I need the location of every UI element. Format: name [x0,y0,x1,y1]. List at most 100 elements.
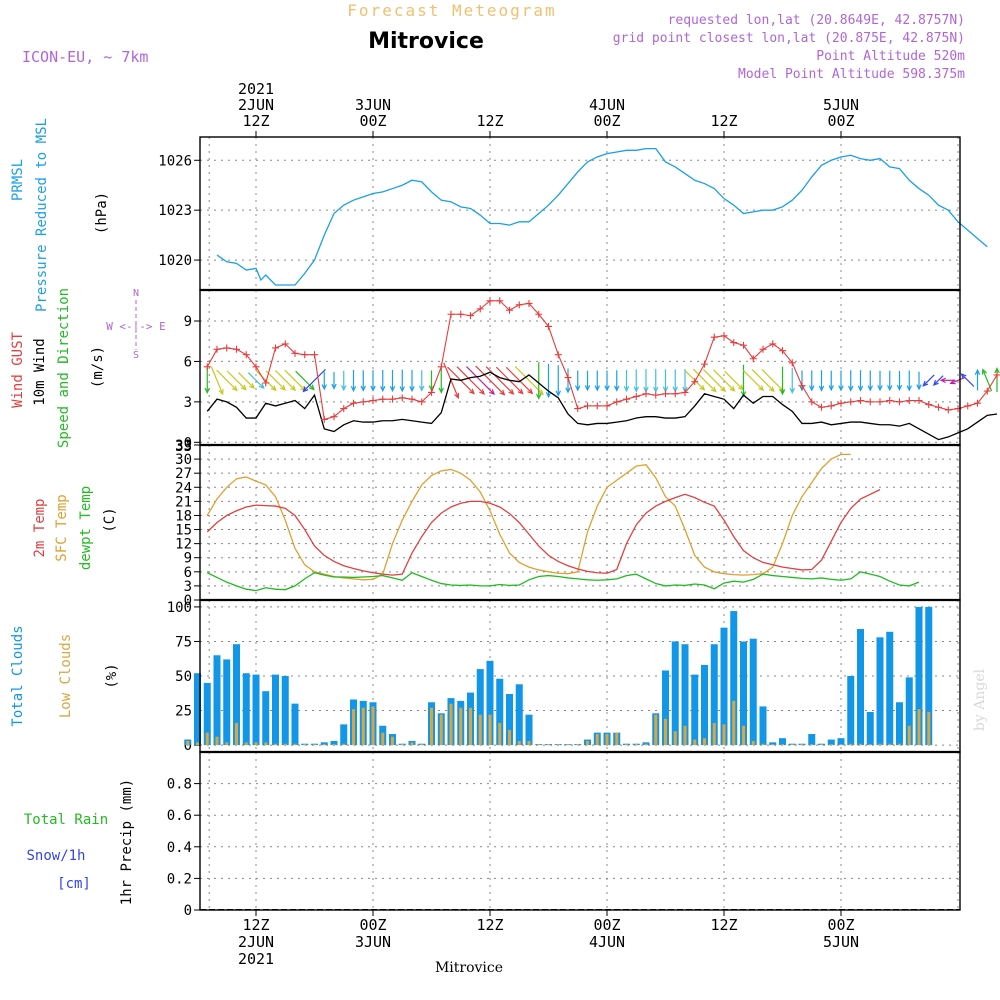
wind-arrow-head [710,386,717,393]
low-cloud-bar [859,743,862,746]
wind-arrow-head [916,384,922,391]
wind-arrow [818,370,825,392]
total-cloud-bar [671,641,679,746]
rain-label: Total Rain [24,812,108,828]
y-tick-label: 0.2 [167,871,192,887]
low-cloud-bar [673,731,677,746]
watermark: by Angel [972,668,988,731]
low-cloud-bar [849,743,853,746]
total-cloud-bar [779,738,786,746]
model-altitude: Model Point Altitude 598.375m [738,67,965,82]
wind-arrow-shaft [466,366,495,395]
wind-gust-marker [964,402,972,410]
wind-arrow [867,370,873,392]
wind-gust-marker [837,399,845,407]
pressure-label-a: PRMSL [10,159,26,201]
low-cloud-bar [595,734,599,746]
panel-prmsl: 1020 1023 1026 [158,136,988,291]
wind-gust-marker [710,333,718,341]
time-top-label: 00Z [593,112,620,130]
wind-arrow-shaft [295,370,315,390]
wind-arrow-head [565,387,571,394]
wind-arrow-head [737,384,744,391]
wind-arrow-shaft [303,368,326,392]
wind-arrow-head [720,386,727,393]
wind-arrow-head [896,384,903,391]
wind-arrow-head [419,385,425,392]
wind-arrow-head [867,385,873,392]
wind-arrow [284,369,307,392]
wind-arrow-shaft [933,375,944,386]
wind-arrow [216,369,238,392]
requested-point: requested lon,lat (20.8649E, 42.8757N) [668,13,965,28]
wind-arrow [584,370,591,392]
location-title: Mitrovice [368,29,484,54]
wind-speed-line [206,371,998,441]
wind-arrow [789,367,795,395]
wind-gust-marker [808,398,816,406]
y-tick-label: 100 [167,600,192,616]
low-cloud-bar [303,744,307,746]
total-cloud-bar [281,676,289,746]
wind-arrow [662,369,669,393]
total-clouds-label: Total Clouds [10,625,26,726]
wind-arrow [981,368,993,392]
time-bottom-label: 2021 [238,950,274,968]
low-cloud-bar [576,744,580,746]
wind-gust-marker [759,345,767,353]
wind-gust-marker [818,403,825,411]
wind-arrow [409,369,415,393]
grid-point: grid point closest lon,lat (20.875E, 42.… [613,31,965,46]
wind-gust-marker [779,347,786,355]
wind-arrow [922,374,935,387]
time-bottom-label: 00Z [827,916,854,934]
wind-arrow [555,365,561,397]
wind-dir-label: Speed and Direction [56,288,72,448]
wind-gust-marker [905,397,913,405]
wind-arrow [360,370,366,392]
pressure-label-b: Pressure Reduced to MSL [34,118,50,312]
pressure-unit: (hPa) [94,192,110,234]
y-tick-label: 1020 [158,253,192,269]
wind-arrow-head [768,386,775,393]
wind-arrow [614,370,620,392]
wind-arrow [350,369,357,393]
wind-gust-marker [798,382,806,390]
wind-arrow-head [981,368,987,375]
y-tick-label: 18 [175,508,192,524]
wind-arrow-head [699,384,706,391]
time-top-label: 00Z [827,112,854,130]
cloud-unit: (%) [104,663,120,688]
wind-arrow-shaft [751,369,775,392]
total-cloud-bar [496,678,504,746]
wind-gust-marker [379,395,387,403]
wind-gust-marker [213,345,221,353]
wind-gust-marker [613,398,621,406]
total-cloud-bar [223,659,231,746]
wind-arrow-head [399,386,405,393]
wind-gust-marker [691,378,699,386]
total-cloud-bar [847,676,855,746]
wind-arrow-shaft [761,369,785,392]
wind-arrow-shaft [982,369,993,392]
time-top-label: 12Z [476,112,503,130]
snow-label: Snow/1h [26,848,85,864]
wind-gust-marker [281,340,289,348]
wind-arrow-head [623,385,630,393]
wind-gust-marker [974,399,981,407]
total-cloud-bar [233,644,240,746]
wind-gust-marker [593,402,601,410]
y-tick-label: 30 [175,452,192,468]
model-label: ICON-EU, ~ 7km [22,48,148,66]
low-cloud-bar [927,711,931,746]
low-cloud-bar [283,743,287,746]
point-altitude: Point Altitude 520m [816,49,965,64]
wind-gust-marker [223,344,231,352]
wind-gust-marker [506,306,513,314]
low-cloud-bar [254,742,258,746]
wind-gust-marker [262,379,270,387]
total-cloud-bar [749,638,757,746]
time-top-label: 2JUN [238,96,274,114]
wind-gust-marker [447,310,455,318]
low-cloud-bar [556,744,560,746]
